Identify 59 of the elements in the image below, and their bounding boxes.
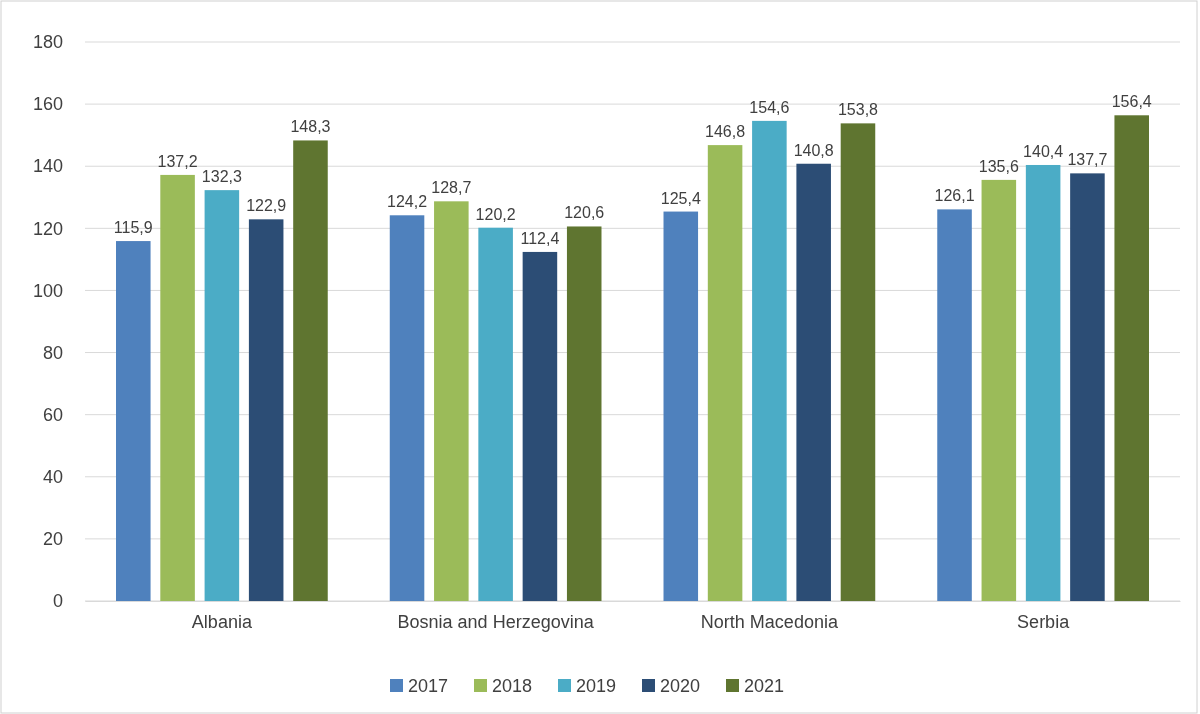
data-label: 137,2 xyxy=(157,152,198,170)
data-label: 122,9 xyxy=(246,197,287,215)
bar xyxy=(981,179,1017,601)
data-label: 140,4 xyxy=(1023,142,1064,160)
legend-label: 2020 xyxy=(660,676,701,696)
bar xyxy=(389,215,425,601)
legend-label: 2021 xyxy=(744,676,785,696)
x-tick-label: Bosnia and Herzegovina xyxy=(397,611,595,632)
data-label: 115,9 xyxy=(113,219,153,237)
y-tick-label: 160 xyxy=(32,94,63,115)
x-tick-label: Serbia xyxy=(1017,611,1071,632)
x-tick-label: Albania xyxy=(191,611,253,632)
data-label: 124,2 xyxy=(387,193,428,211)
legend-label: 2019 xyxy=(576,676,617,696)
data-label: 137,7 xyxy=(1067,151,1108,169)
y-tick-label: 0 xyxy=(52,591,63,612)
data-label: 120,2 xyxy=(475,205,516,223)
bar xyxy=(796,163,831,601)
bar xyxy=(937,209,972,601)
data-label: 156,4 xyxy=(1111,93,1152,111)
data-label: 120,6 xyxy=(564,204,605,222)
legend-label: 2017 xyxy=(408,676,449,696)
data-label: 128,7 xyxy=(431,179,472,197)
data-label: 140,8 xyxy=(793,141,834,159)
bar xyxy=(160,174,195,601)
data-label: 148,3 xyxy=(290,118,331,136)
y-tick-label: 140 xyxy=(32,156,63,177)
bar xyxy=(248,219,284,601)
bar xyxy=(478,227,513,601)
y-tick-label: 180 xyxy=(32,32,63,53)
bar xyxy=(1025,164,1061,601)
data-label: 132,3 xyxy=(201,168,242,186)
bar xyxy=(840,123,876,601)
bar xyxy=(522,251,558,601)
legend-label: 2018 xyxy=(492,676,533,696)
data-label: 125,4 xyxy=(660,189,701,207)
y-tick-label: 120 xyxy=(32,218,63,239)
bar xyxy=(434,201,469,601)
data-label: 126,1 xyxy=(934,187,975,205)
y-tick-label: 20 xyxy=(42,529,63,550)
bar xyxy=(566,226,602,601)
bar xyxy=(1070,173,1105,601)
bar xyxy=(1114,115,1149,601)
data-label: 154,6 xyxy=(749,98,790,116)
y-tick-label: 80 xyxy=(42,342,63,363)
y-tick-label: 40 xyxy=(42,467,63,488)
x-tick-label: North Macedonia xyxy=(700,611,839,632)
bar xyxy=(204,190,240,601)
data-label: 112,4 xyxy=(520,229,560,247)
data-label: 153,8 xyxy=(837,101,879,119)
bar xyxy=(293,140,328,601)
data-label: 146,8 xyxy=(705,123,746,141)
bar xyxy=(116,241,151,601)
bar xyxy=(707,145,743,601)
data-label: 135,6 xyxy=(978,157,1019,175)
y-tick-label: 60 xyxy=(42,404,63,425)
bar xyxy=(663,211,699,601)
bar xyxy=(752,120,787,601)
y-tick-label: 100 xyxy=(32,280,63,301)
